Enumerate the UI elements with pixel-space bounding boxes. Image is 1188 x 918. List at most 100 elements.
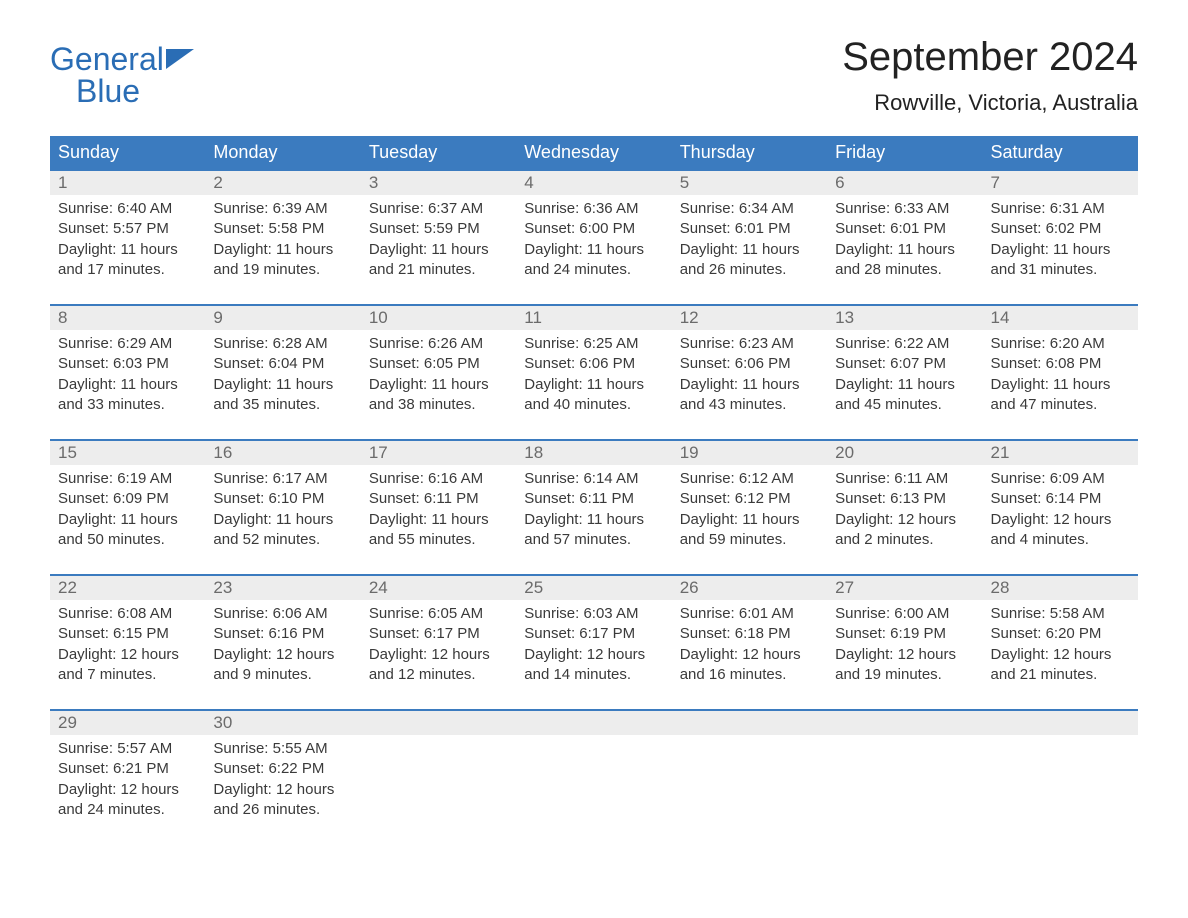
daylight-text: Daylight: 11 hours and 43 minutes. xyxy=(680,375,819,416)
day-content xyxy=(983,735,1138,844)
day-number: 12 xyxy=(672,305,827,330)
sunset-text: Sunset: 6:06 PM xyxy=(524,354,663,374)
sunrise-text: Sunrise: 6:33 AM xyxy=(835,199,974,219)
sunset-text: Sunset: 6:09 PM xyxy=(58,489,197,509)
day-number: 27 xyxy=(827,575,982,600)
sunset-text: Sunset: 6:03 PM xyxy=(58,354,197,374)
day-content: Sunrise: 6:37 AMSunset: 5:59 PMDaylight:… xyxy=(361,195,516,305)
day-content: Sunrise: 6:33 AMSunset: 6:01 PMDaylight:… xyxy=(827,195,982,305)
page-subtitle: Rowville, Victoria, Australia xyxy=(842,90,1138,116)
day-content xyxy=(672,735,827,844)
day-number: 5 xyxy=(672,170,827,195)
flag-icon xyxy=(166,49,194,69)
sunrise-text: Sunrise: 6:11 AM xyxy=(835,469,974,489)
sunset-text: Sunset: 5:58 PM xyxy=(213,219,352,239)
sunset-text: Sunset: 6:11 PM xyxy=(524,489,663,509)
day-number: 19 xyxy=(672,440,827,465)
calendar-header-cell: Saturday xyxy=(983,136,1138,170)
day-content: Sunrise: 6:29 AMSunset: 6:03 PMDaylight:… xyxy=(50,330,205,440)
calendar-body: 1234567Sunrise: 6:40 AMSunset: 5:57 PMDa… xyxy=(50,170,1138,844)
day-content: Sunrise: 6:06 AMSunset: 6:16 PMDaylight:… xyxy=(205,600,360,710)
day-number xyxy=(983,710,1138,735)
day-number: 24 xyxy=(361,575,516,600)
sunset-text: Sunset: 5:59 PM xyxy=(369,219,508,239)
calendar-daynum-row: 15161718192021 xyxy=(50,440,1138,465)
daylight-text: Daylight: 11 hours and 17 minutes. xyxy=(58,240,197,281)
sunset-text: Sunset: 6:15 PM xyxy=(58,624,197,644)
calendar-header-cell: Wednesday xyxy=(516,136,671,170)
daylight-text: Daylight: 12 hours and 9 minutes. xyxy=(213,645,352,686)
day-content xyxy=(827,735,982,844)
day-number: 11 xyxy=(516,305,671,330)
sunset-text: Sunset: 6:00 PM xyxy=(524,219,663,239)
daylight-text: Daylight: 11 hours and 28 minutes. xyxy=(835,240,974,281)
daylight-text: Daylight: 11 hours and 38 minutes. xyxy=(369,375,508,416)
sunrise-text: Sunrise: 6:23 AM xyxy=(680,334,819,354)
day-number: 7 xyxy=(983,170,1138,195)
day-number xyxy=(672,710,827,735)
calendar-content-row: Sunrise: 6:19 AMSunset: 6:09 PMDaylight:… xyxy=(50,465,1138,575)
calendar-daynum-row: 22232425262728 xyxy=(50,575,1138,600)
day-content: Sunrise: 6:19 AMSunset: 6:09 PMDaylight:… xyxy=(50,465,205,575)
sunrise-text: Sunrise: 6:03 AM xyxy=(524,604,663,624)
daylight-text: Daylight: 12 hours and 7 minutes. xyxy=(58,645,197,686)
sunrise-text: Sunrise: 6:36 AM xyxy=(524,199,663,219)
sunset-text: Sunset: 6:13 PM xyxy=(835,489,974,509)
sunrise-text: Sunrise: 6:31 AM xyxy=(991,199,1130,219)
sunrise-text: Sunrise: 5:58 AM xyxy=(991,604,1130,624)
daylight-text: Daylight: 11 hours and 47 minutes. xyxy=(991,375,1130,416)
sunrise-text: Sunrise: 6:01 AM xyxy=(680,604,819,624)
daylight-text: Daylight: 12 hours and 16 minutes. xyxy=(680,645,819,686)
sunrise-text: Sunrise: 6:25 AM xyxy=(524,334,663,354)
sunset-text: Sunset: 6:06 PM xyxy=(680,354,819,374)
day-number: 2 xyxy=(205,170,360,195)
day-content: Sunrise: 5:57 AMSunset: 6:21 PMDaylight:… xyxy=(50,735,205,844)
day-content: Sunrise: 5:58 AMSunset: 6:20 PMDaylight:… xyxy=(983,600,1138,710)
logo-text: General Blue xyxy=(50,43,164,107)
daylight-text: Daylight: 12 hours and 26 minutes. xyxy=(213,780,352,821)
day-content: Sunrise: 6:12 AMSunset: 6:12 PMDaylight:… xyxy=(672,465,827,575)
day-number: 28 xyxy=(983,575,1138,600)
day-content: Sunrise: 6:16 AMSunset: 6:11 PMDaylight:… xyxy=(361,465,516,575)
daylight-text: Daylight: 12 hours and 14 minutes. xyxy=(524,645,663,686)
sunrise-text: Sunrise: 6:14 AM xyxy=(524,469,663,489)
day-number: 21 xyxy=(983,440,1138,465)
day-content: Sunrise: 6:36 AMSunset: 6:00 PMDaylight:… xyxy=(516,195,671,305)
day-number: 10 xyxy=(361,305,516,330)
sunset-text: Sunset: 6:14 PM xyxy=(991,489,1130,509)
title-block: September 2024 Rowville, Victoria, Austr… xyxy=(842,35,1138,130)
sunset-text: Sunset: 6:20 PM xyxy=(991,624,1130,644)
day-number: 26 xyxy=(672,575,827,600)
sunset-text: Sunset: 6:07 PM xyxy=(835,354,974,374)
sunset-text: Sunset: 6:01 PM xyxy=(835,219,974,239)
day-number: 9 xyxy=(205,305,360,330)
day-content xyxy=(361,735,516,844)
sunrise-text: Sunrise: 6:29 AM xyxy=(58,334,197,354)
day-number: 1 xyxy=(50,170,205,195)
daylight-text: Daylight: 11 hours and 52 minutes. xyxy=(213,510,352,551)
sunrise-text: Sunrise: 6:22 AM xyxy=(835,334,974,354)
day-content: Sunrise: 6:23 AMSunset: 6:06 PMDaylight:… xyxy=(672,330,827,440)
day-content: Sunrise: 6:05 AMSunset: 6:17 PMDaylight:… xyxy=(361,600,516,710)
day-content: Sunrise: 6:00 AMSunset: 6:19 PMDaylight:… xyxy=(827,600,982,710)
day-number: 6 xyxy=(827,170,982,195)
day-number: 3 xyxy=(361,170,516,195)
calendar-content-row: Sunrise: 6:29 AMSunset: 6:03 PM Daylight:… xyxy=(50,330,1138,440)
sunrise-text: Sunrise: 6:17 AM xyxy=(213,469,352,489)
day-content: Sunrise: 6:17 AMSunset: 6:10 PMDaylight:… xyxy=(205,465,360,575)
daylight-text: Daylight: 11 hours and 57 minutes. xyxy=(524,510,663,551)
day-number: 18 xyxy=(516,440,671,465)
day-content: Sunrise: 6:03 AMSunset: 6:17 PMDaylight:… xyxy=(516,600,671,710)
daylight-text: Daylight: 12 hours and 12 minutes. xyxy=(369,645,508,686)
calendar-daynum-row: 1234567 xyxy=(50,170,1138,195)
day-content: Sunrise: 6:22 AMSunset: 6:07 PMDaylight:… xyxy=(827,330,982,440)
calendar-content-row: Sunrise: 6:40 AMSunset: 5:57 PMDaylight:… xyxy=(50,195,1138,305)
sunset-text: Sunset: 5:57 PM xyxy=(58,219,197,239)
daylight-text: Daylight: 11 hours and 50 minutes. xyxy=(58,510,197,551)
daylight-text: Daylight: 11 hours and 35 minutes. xyxy=(213,375,352,416)
day-number xyxy=(516,710,671,735)
sunrise-text: Sunrise: 6:34 AM xyxy=(680,199,819,219)
day-content: Sunrise: 6:31 AMSunset: 6:02 PMDaylight:… xyxy=(983,195,1138,305)
daylight-text: Daylight: 12 hours and 21 minutes. xyxy=(991,645,1130,686)
sunrise-text: Sunrise: 6:00 AM xyxy=(835,604,974,624)
